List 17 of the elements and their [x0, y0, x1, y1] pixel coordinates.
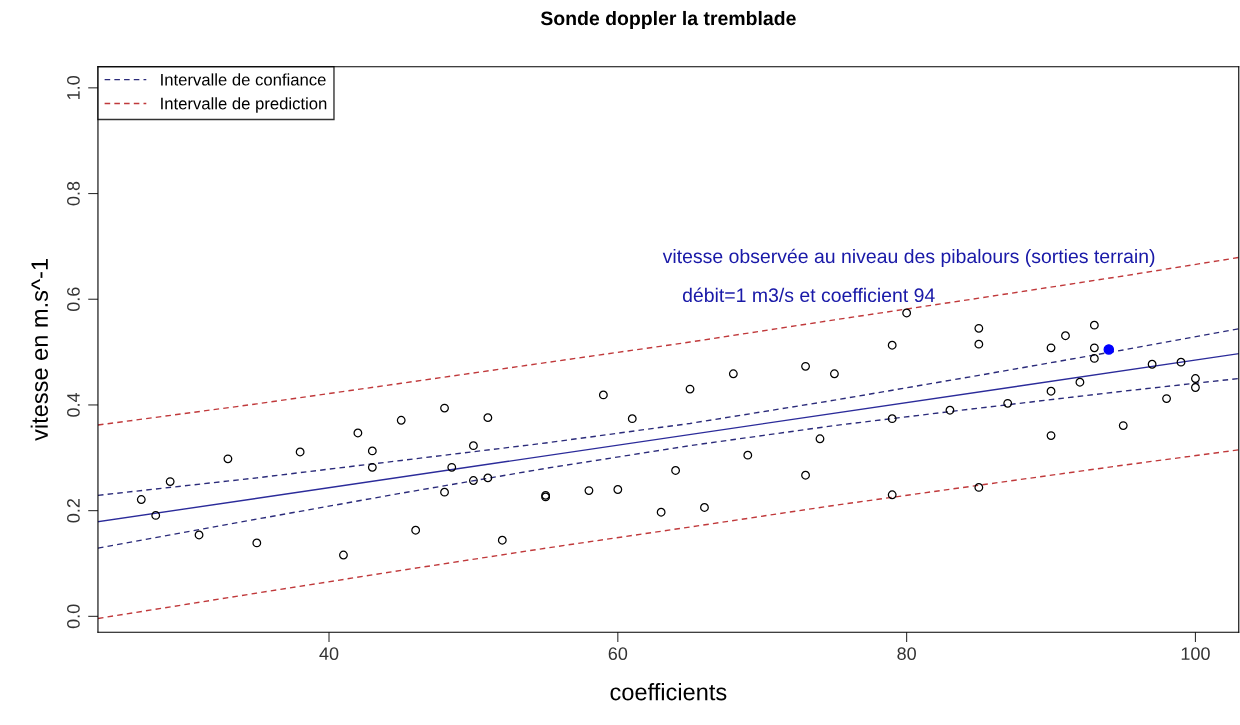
x-axis-title: coefficients [610, 683, 727, 701]
x-tick-label: 60 [608, 647, 628, 661]
y-axis-title: vitesse en m.s^-1 [30, 259, 48, 441]
y-tick-label: 0.0 [67, 604, 80, 629]
chart-title: Sonde doppler la tremblade [540, 10, 796, 30]
x-tick-label: 80 [897, 647, 916, 661]
y-tick-label: 0.2 [67, 499, 80, 523]
y-tick-label: 0.6 [67, 287, 80, 312]
x-tick-label: 100 [1181, 647, 1210, 661]
legend-label: Intervalle de confiance [161, 73, 326, 86]
x-tick-label: 40 [319, 647, 339, 661]
annotation: vitesse observée au niveau des pibalours (sorties terrain) [662, 248, 1155, 268]
y-tick-label: 0.4 [67, 392, 80, 417]
y-tick-label: 1.0 [67, 76, 80, 100]
y-tick-label: 0.8 [67, 181, 80, 206]
legend-label: Intervalle de prediction [161, 97, 327, 113]
annotation: débit=1 m3/s et coefficient 94 [682, 287, 935, 303]
